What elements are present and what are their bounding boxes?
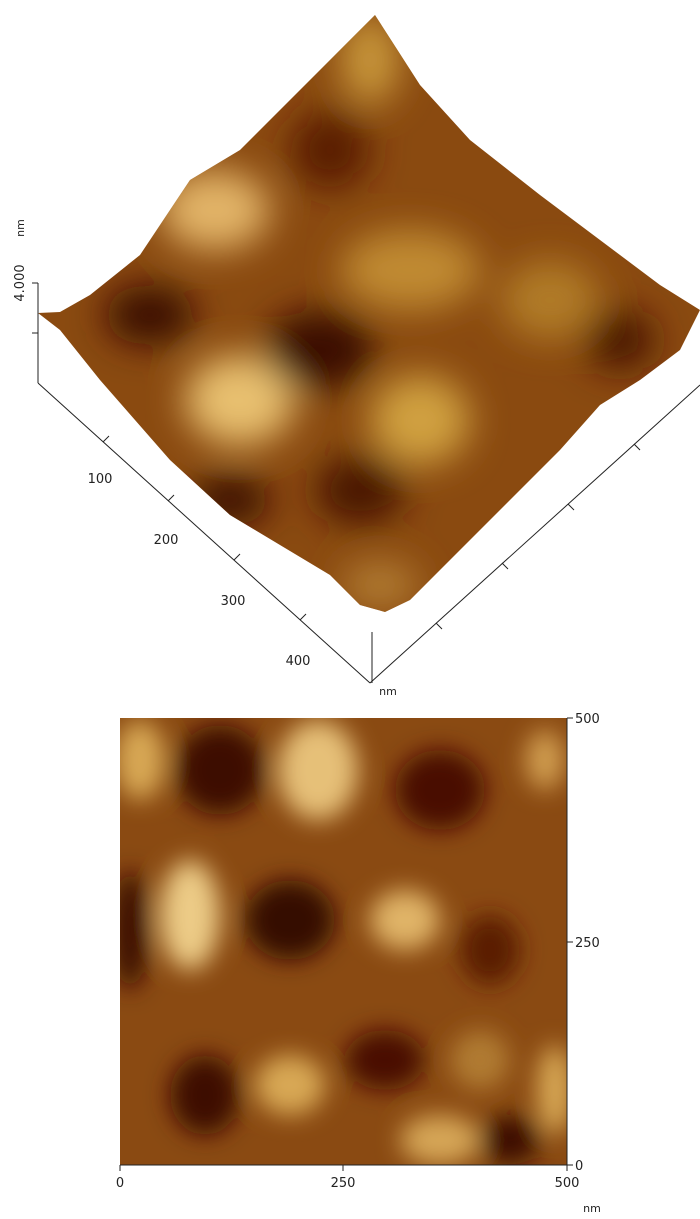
z-tick-label: 4.000 <box>13 264 28 301</box>
axes-2d <box>119 717 573 1171</box>
axes-3d <box>32 282 700 684</box>
y-tick-label: 500 <box>575 712 600 727</box>
x-tick-label: 100 <box>88 472 113 487</box>
x-tick-label: 400 <box>286 654 311 669</box>
unit-label: nm <box>583 1202 601 1215</box>
x-tick-label: 0 <box>116 1176 124 1191</box>
surface-3d <box>38 15 700 612</box>
x-tick-label: 250 <box>331 1176 356 1191</box>
height-map <box>120 718 567 1165</box>
z-unit: nm <box>14 219 27 237</box>
y-tick-label: 250 <box>575 936 600 951</box>
y-tick-label: 0 <box>575 1159 583 1174</box>
x-tick-label: 500 <box>555 1176 580 1191</box>
x-tick-label: 200 <box>154 533 179 548</box>
x-tick-label: 300 <box>221 594 246 609</box>
x-unit: nm <box>379 685 397 698</box>
